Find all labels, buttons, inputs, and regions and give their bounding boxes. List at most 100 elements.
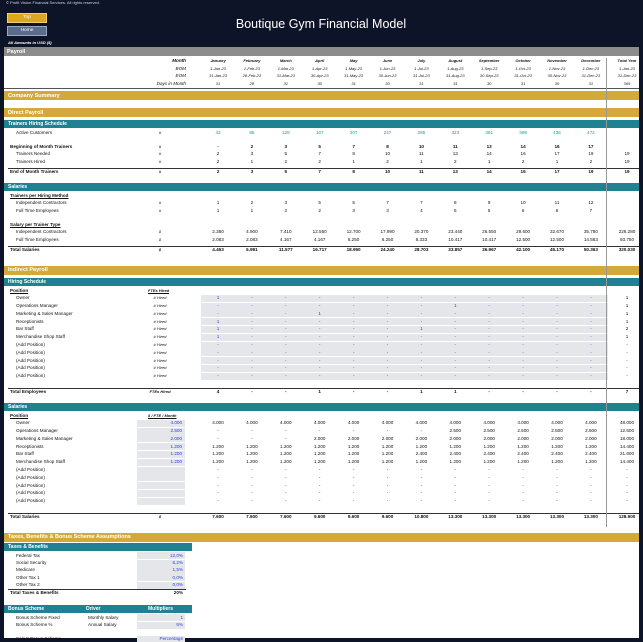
timeline-value: 28-Feb-23: [242, 73, 262, 78]
row-value: -: [488, 303, 490, 308]
input-cell: [234, 341, 269, 349]
row-label: Receptionists: [16, 318, 44, 324]
row-value: -: [285, 389, 287, 394]
row-unit: # Hired: [153, 303, 167, 308]
row-value: -: [217, 349, 219, 355]
row-value: -: [318, 349, 321, 355]
row-input: 2.000: [170, 435, 183, 441]
row-value: -: [285, 342, 287, 347]
row-value: 4.900: [246, 229, 258, 235]
row-value: 3: [352, 208, 355, 213]
row-value: -: [285, 490, 287, 496]
section-bar: [4, 108, 639, 117]
row-value: -: [386, 318, 389, 324]
row-value: 2: [589, 159, 593, 165]
input-cell: [234, 294, 269, 302]
row-value: -: [488, 389, 490, 394]
input-cell: [438, 302, 473, 310]
row-value: 26.550: [482, 229, 497, 235]
row-value: 4.000: [449, 420, 462, 426]
row-value: -: [590, 482, 592, 488]
select-label: Select Bonus Scheme: [16, 636, 62, 642]
row-value: 1.200: [246, 459, 258, 465]
input-cell: [201, 302, 235, 310]
row-value: 1.200: [551, 443, 563, 449]
row-value: -: [318, 482, 321, 488]
row-value: 1: [216, 200, 220, 206]
row-value: -: [556, 482, 558, 488]
timeline-value: 31-Jan-23: [208, 73, 228, 78]
row-value: -: [626, 467, 628, 472]
timeline-value: June: [382, 58, 393, 63]
row-value: -: [454, 490, 457, 496]
home-button[interactable]: Home: [7, 26, 47, 36]
timeline-value: 31-Mar-23: [276, 73, 295, 78]
row-value: -: [590, 318, 592, 324]
input-cell: [573, 318, 608, 326]
input-cell: [540, 372, 574, 380]
input-cell: [472, 364, 507, 372]
subsection-bar: [4, 277, 639, 286]
row-value: -: [285, 467, 287, 472]
row-value: -: [488, 326, 490, 332]
row-value: -: [420, 357, 423, 363]
row-value: -: [386, 365, 389, 371]
row-value: -: [590, 474, 592, 480]
row-value: -: [352, 482, 355, 488]
timeline-label: BOM: [175, 65, 186, 71]
input-cell: [137, 466, 185, 474]
row-value: 4.000: [313, 420, 326, 426]
row-value: 4.000: [381, 420, 394, 426]
row-label: (Add Position): [16, 482, 45, 488]
input-cell: [302, 341, 337, 349]
row-unit: #: [158, 130, 162, 135]
row-value: -: [285, 365, 287, 371]
row-value: -: [556, 342, 558, 347]
row-value: -: [454, 349, 457, 355]
row-value: -: [590, 357, 592, 363]
input-cell: [540, 364, 574, 372]
row-value: 2.500: [483, 428, 495, 433]
row-value: -: [556, 365, 558, 371]
sheet-bar: [4, 47, 639, 56]
row-value: 11: [554, 200, 560, 206]
row-value: 50.363: [583, 247, 598, 252]
row-value: 1.200: [483, 459, 495, 465]
row-value: -: [217, 373, 219, 379]
input-cell: [404, 341, 439, 349]
row-value: 2.083: [246, 237, 258, 243]
row-value: -: [590, 365, 592, 371]
row-value: -: [420, 498, 423, 504]
input-cell: [438, 294, 473, 302]
row-value: -: [285, 303, 287, 308]
row-value: 1.200: [415, 443, 428, 449]
row-value: -: [488, 318, 490, 324]
row-value: 10: [520, 200, 526, 206]
row-label: End of Month Trainers: [10, 169, 59, 174]
row-value: 8: [386, 143, 389, 149]
row-label: Operations Manager: [16, 303, 58, 308]
input-cell: [472, 349, 507, 357]
row-value: 5: [487, 208, 491, 213]
row-value: -: [454, 295, 457, 301]
row-value: 6: [555, 208, 559, 213]
row-value: -: [556, 318, 558, 324]
section-bar: [4, 91, 639, 100]
input-cell: [438, 372, 473, 380]
row-value: -: [590, 303, 592, 308]
row-value: 2.000: [313, 435, 326, 441]
timeline-value: 1-Jul-23: [414, 65, 429, 71]
row-label: Independent Contractors: [16, 200, 67, 206]
row-value: -: [522, 467, 524, 472]
row-value: 13: [452, 151, 458, 157]
input-cell: [336, 341, 371, 349]
top-button[interactable]: Top: [7, 13, 47, 23]
row-value: -: [454, 310, 457, 316]
row-value: -: [522, 498, 524, 504]
row-value: -: [488, 349, 490, 355]
row-value: 285: [417, 130, 426, 135]
row-value: 7: [386, 200, 389, 206]
row-value: 33.857: [448, 247, 463, 252]
row-value: -: [318, 365, 321, 371]
tax-label: Other Tax 2: [16, 582, 40, 588]
